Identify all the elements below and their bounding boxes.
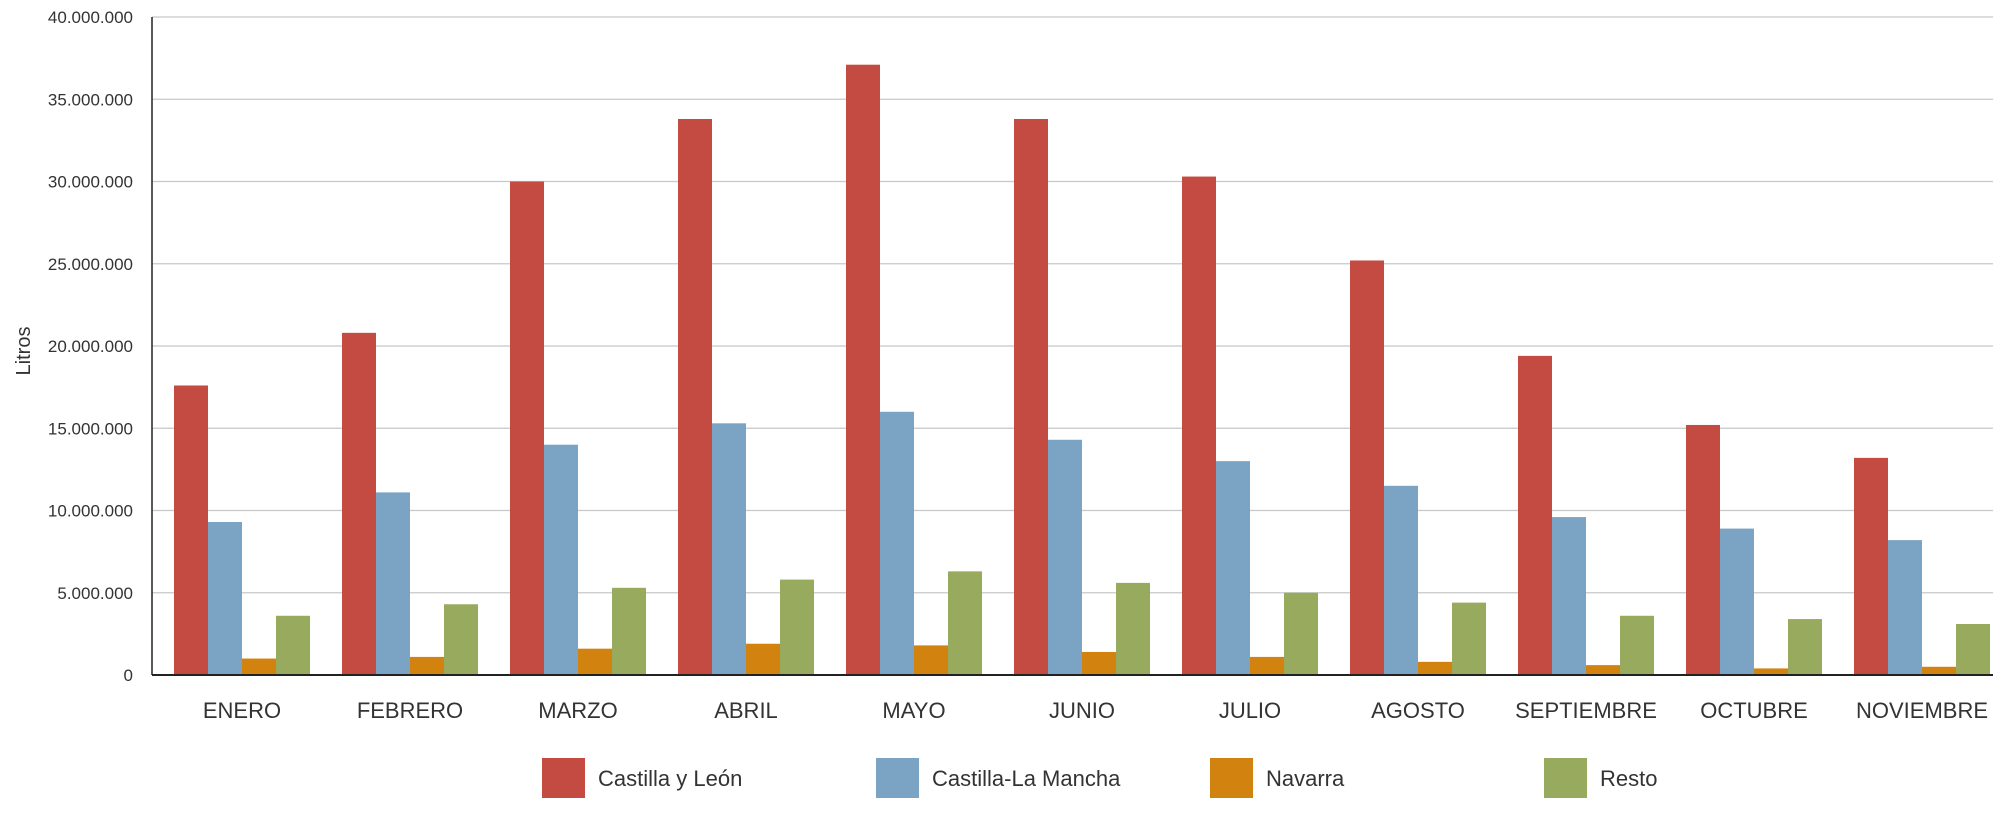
bar [1620,615,1654,675]
bar-group [510,181,646,675]
bar [1956,624,1990,675]
bar-group [678,118,814,676]
y-axis-label: Litros [13,327,35,376]
bar [880,411,914,675]
bar [1754,668,1788,675]
legend-swatch [1210,758,1253,798]
bar-group [1182,176,1318,675]
bar [1452,602,1486,675]
bar [780,579,814,675]
bar [1384,485,1418,675]
legend-swatch [542,758,585,798]
bar [1888,540,1922,675]
bar [1720,528,1754,675]
x-tick-label: ABRIL [714,698,778,723]
bar [1284,592,1318,675]
legend-item: Navarra [1210,758,1345,798]
bar [678,118,712,676]
bar [276,615,310,675]
bars [174,64,1990,676]
bar-group [342,332,478,675]
bar [1922,666,1956,675]
bar [444,604,478,675]
bar [410,656,444,675]
bar-group [1686,424,1822,675]
legend: Castilla y León Castilla-La Mancha Navarra… [542,758,1657,798]
legend-label: Castilla-La Mancha [932,766,1121,791]
bar [1014,118,1048,676]
bar-group [1518,355,1654,675]
bar [612,587,646,675]
y-tick-label: 30.000.000 [48,173,133,192]
bar [208,522,242,675]
y-tick-label: 0 [124,666,133,685]
y-tick-label: 35.000.000 [48,90,133,109]
legend-swatch [876,758,919,798]
bar [1182,176,1216,675]
bar-group [846,64,982,675]
bar [1350,260,1384,675]
bar [1216,461,1250,675]
x-tick-label: OCTUBRE [1700,698,1808,723]
bar [1048,439,1082,675]
y-tick-label: 10.000.000 [48,502,133,521]
x-tick-label: SEPTIEMBRE [1515,698,1657,723]
bar [342,332,376,675]
bar-group [174,385,310,675]
bar [1586,665,1620,675]
legend-label: Resto [1600,766,1657,791]
bar [1116,582,1150,675]
bar [1418,661,1452,675]
legend-label: Castilla y León [598,766,742,791]
bar [1788,619,1822,675]
y-tick-label: 25.000.000 [48,255,133,274]
bar [242,658,276,675]
legend-item: Resto [1544,758,1657,798]
y-tick-label: 5.000.000 [57,584,133,603]
bar-group [1014,118,1150,676]
legend-item: Castilla y León [542,758,742,798]
bar [712,423,746,675]
x-tick-label: JULIO [1219,698,1281,723]
x-tick-label: AGOSTO [1371,698,1465,723]
x-tick-label: MAYO [882,698,945,723]
bar [544,444,578,675]
bar [1082,651,1116,675]
x-axis-ticks: ENERO FEBRERO MARZO ABRIL MAYO JUNIO JULIO AGOS… [203,698,1988,723]
bar-group [1350,260,1486,675]
y-tick-label: 20.000.000 [48,337,133,356]
bar [1250,656,1284,675]
bar [914,645,948,675]
x-tick-label: ENERO [203,698,281,723]
bar [1518,355,1552,675]
bar [174,385,208,675]
legend-item: Castilla-La Mancha [876,758,1121,798]
bar [376,492,410,675]
grid-lines [152,16,1993,594]
bar [1854,457,1888,675]
x-tick-label: FEBRERO [357,698,463,723]
x-tick-label: MARZO [538,698,617,723]
x-tick-label: JUNIO [1049,698,1115,723]
legend-label: Navarra [1266,766,1345,791]
legend-swatch [1544,758,1587,798]
bar [510,181,544,675]
bar [1686,424,1720,675]
bar [1552,517,1586,675]
bar [948,571,982,675]
bar [746,643,780,675]
bar [846,64,880,675]
y-tick-label: 40.000.000 [48,8,133,27]
x-tick-label: NOVIEMBRE [1856,698,1988,723]
y-tick-label: 15.000.000 [48,419,133,438]
bar [578,648,612,675]
y-axis-ticks: 0 5.000.000 10.000.000 15.000.000 20.000.000… [48,8,133,685]
bar-group [1854,457,1990,675]
